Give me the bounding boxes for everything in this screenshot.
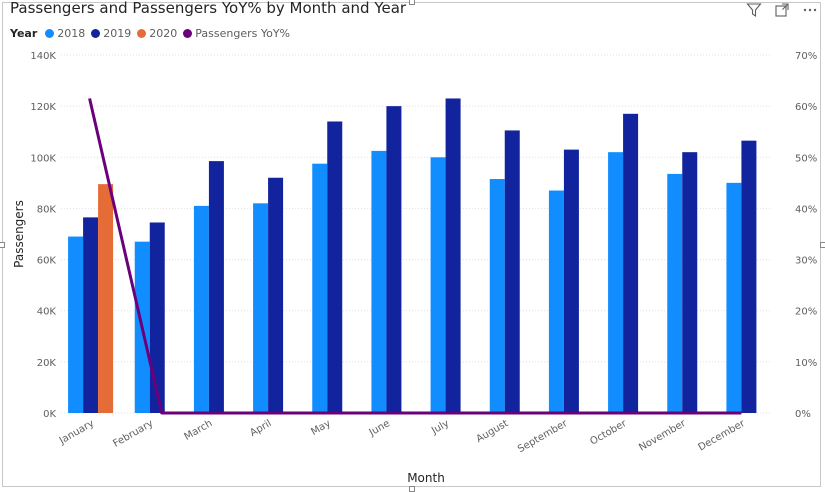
y2-tick-label: 60%: [795, 102, 817, 113]
legend-label-2019: 2019: [103, 27, 132, 40]
y-tick-label: 100K: [30, 153, 56, 164]
x-tick-label: October: [588, 418, 629, 448]
yoy-line[interactable]: [88, 98, 742, 415]
x-tick-label: January: [57, 418, 96, 447]
filter-icon[interactable]: [745, 1, 763, 19]
x-axis-title: Month: [407, 471, 445, 485]
y2-tick-label: 0%: [795, 409, 811, 420]
y2-tick-label: 20%: [795, 307, 817, 318]
resize-handle-right[interactable]: [820, 242, 825, 248]
y-axis-title: Passengers: [12, 200, 26, 268]
bar-2019-january[interactable]: [83, 217, 99, 413]
y-tick-label: 120K: [30, 102, 56, 113]
bar-2018-july[interactable]: [430, 157, 446, 413]
legend-item-yoy[interactable]: Passengers YoY%: [183, 27, 290, 40]
yoy-line-layer: [88, 98, 742, 415]
resize-handle-top[interactable]: [409, 0, 415, 5]
bar-2019-september[interactable]: [563, 149, 579, 413]
legend-item-2020[interactable]: 2020: [137, 27, 177, 40]
y2-tick-label: 10%: [795, 358, 817, 369]
y2-tick-label: 50%: [795, 153, 817, 164]
bar-2019-february[interactable]: [149, 222, 165, 413]
bar-2019-november[interactable]: [682, 152, 698, 413]
bar-2019-july[interactable]: [445, 98, 461, 413]
bar-2018-april[interactable]: [253, 203, 269, 413]
resize-handle-left[interactable]: [0, 242, 5, 248]
bar-2019-december[interactable]: [741, 140, 757, 413]
bar-2018-june[interactable]: [371, 150, 387, 413]
y-tick-label: 80K: [37, 204, 57, 215]
chart-title: Passengers and Passengers YoY% by Month …: [10, 0, 407, 17]
bar-2018-december[interactable]: [726, 182, 742, 413]
y2-tick-label: 40%: [795, 204, 817, 215]
legend: Year 2018 2019 2020 Passengers YoY%: [10, 27, 296, 40]
x-tick-label: December: [697, 418, 748, 454]
legend-dot-2020: [137, 29, 147, 38]
bar-2019-march[interactable]: [208, 161, 224, 413]
x-tick-label: November: [637, 418, 688, 454]
bar-2019-august[interactable]: [504, 130, 520, 413]
x-tick-label: June: [367, 418, 392, 439]
x-tick-label: February: [111, 418, 155, 450]
legend-dot-2019: [91, 29, 101, 38]
bars: [68, 98, 757, 414]
gridlines: [61, 54, 771, 414]
y2-tick-label: 70%: [795, 51, 817, 62]
legend-dot-yoy: [183, 29, 193, 38]
x-tick-label: April: [248, 418, 273, 439]
y2-tick-label: 30%: [795, 256, 817, 267]
bar-2018-may[interactable]: [312, 163, 328, 413]
x-tick-label: August: [474, 418, 510, 445]
x-tick-label: March: [183, 418, 215, 443]
focus-mode-icon[interactable]: [773, 1, 791, 19]
bar-2019-april[interactable]: [268, 177, 284, 413]
x-tick-label: May: [309, 418, 332, 438]
visual-toolbar: [745, 1, 819, 19]
bar-2019-june[interactable]: [386, 106, 402, 414]
legend-label-2018: 2018: [57, 27, 86, 40]
legend-item-2018[interactable]: 2018: [45, 27, 85, 40]
more-options-icon[interactable]: [801, 1, 819, 19]
y-tick-label: 60K: [37, 256, 57, 267]
y-tick-label: 0K: [43, 409, 56, 420]
bar-2018-march[interactable]: [193, 205, 209, 413]
legend-item-2019[interactable]: 2019: [91, 27, 131, 40]
y-tick-label: 140K: [30, 51, 56, 62]
bar-2018-january[interactable]: [68, 236, 84, 413]
bar-2019-may[interactable]: [327, 121, 343, 413]
bar-2019-october[interactable]: [623, 113, 639, 414]
y-tick-label: 20K: [37, 358, 57, 369]
x-tick-label: September: [516, 418, 570, 456]
legend-label-2020: 2020: [149, 27, 178, 40]
legend-label-yoy: Passengers YoY%: [195, 27, 291, 40]
bar-2018-october[interactable]: [608, 152, 624, 413]
bar-2020-january[interactable]: [98, 184, 114, 413]
bar-2018-september[interactable]: [548, 190, 564, 413]
legend-dot-2018: [45, 29, 55, 38]
bar-2018-november[interactable]: [667, 173, 683, 413]
legend-title: Year: [10, 27, 38, 40]
x-tick-label: July: [429, 418, 451, 437]
y-tick-label: 40K: [37, 307, 57, 318]
bar-2018-august[interactable]: [489, 179, 505, 413]
